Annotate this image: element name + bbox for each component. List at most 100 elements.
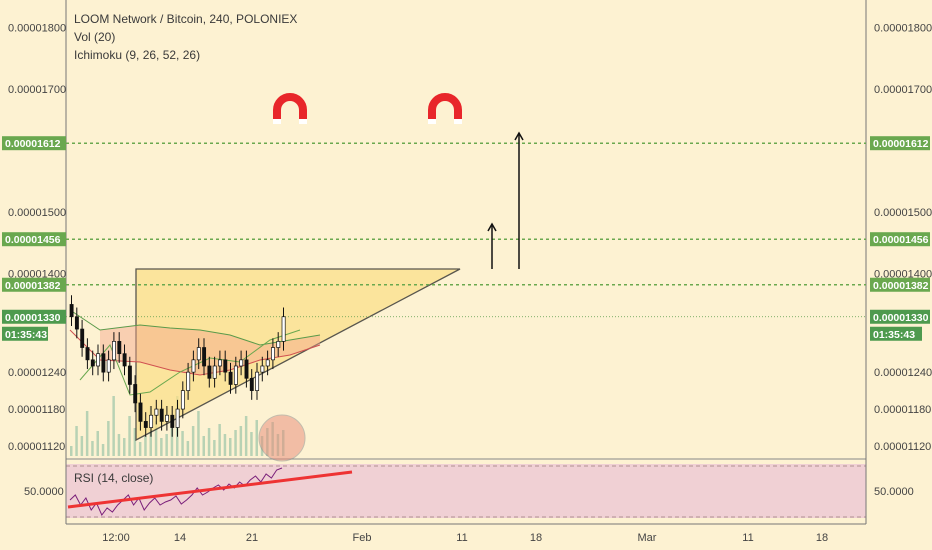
x-tick-label: 14 bbox=[174, 532, 186, 544]
level-badge-right-bg bbox=[870, 277, 930, 292]
volume-bar bbox=[244, 416, 248, 456]
magnet-tip bbox=[299, 119, 307, 124]
x-tick-label: Feb bbox=[353, 532, 372, 544]
y-tick-label-left: 0.00001800 bbox=[8, 23, 66, 35]
candle-body bbox=[165, 414, 169, 422]
level-badge-left: 0.00001612 bbox=[5, 138, 61, 150]
candle-body bbox=[265, 359, 270, 367]
volume-bar bbox=[186, 441, 190, 456]
x-tick-label: 21 bbox=[246, 532, 258, 544]
x-tick-label: 18 bbox=[816, 532, 828, 544]
candle-body bbox=[106, 359, 111, 373]
candle-body bbox=[85, 347, 90, 361]
level-badge-left-bg bbox=[2, 136, 66, 151]
volume-bar bbox=[80, 436, 84, 456]
candle-body bbox=[180, 390, 185, 410]
volume-bar bbox=[75, 426, 78, 456]
y-tick-label-right: 0.00001400 bbox=[874, 269, 932, 281]
y-tick-label-right: 0.00001240 bbox=[874, 367, 932, 379]
chart-legend: LOOM Network / Bitcoin, 240, POLONIEX Vo… bbox=[74, 10, 297, 64]
candle-body bbox=[228, 371, 233, 385]
volume-bar bbox=[101, 444, 105, 456]
y-tick-label-left: 0.00001180 bbox=[8, 404, 65, 416]
candle-body bbox=[127, 365, 132, 385]
volume-bar bbox=[85, 411, 89, 456]
magnet-icon bbox=[428, 93, 462, 124]
candle-body bbox=[191, 359, 196, 373]
magnet-tip bbox=[428, 119, 436, 124]
volume-bar bbox=[123, 438, 126, 456]
candle-body bbox=[249, 377, 254, 391]
target-arrow-1-head bbox=[487, 222, 497, 232]
candle-body bbox=[149, 414, 154, 428]
volume-bar bbox=[160, 438, 163, 456]
volume-bar bbox=[133, 428, 137, 456]
y-tick-label-left: 0.00001120 bbox=[8, 441, 65, 453]
volume-bar bbox=[255, 420, 258, 456]
volume-bar bbox=[144, 436, 147, 456]
y-tick-label-right: 0.00001120 bbox=[874, 441, 931, 453]
symbol-title: LOOM Network / Bitcoin, 240, POLONIEX bbox=[74, 12, 298, 26]
last-price-badge-right: 0.00001330 bbox=[873, 312, 929, 324]
candle-body bbox=[80, 328, 85, 348]
ichimoku-lagging bbox=[79, 329, 301, 396]
magnet-tip bbox=[273, 119, 281, 124]
rsi-axis-label-right: 50.0000 bbox=[874, 486, 914, 498]
volume-bar bbox=[207, 428, 211, 456]
volume-bar bbox=[128, 416, 131, 456]
x-tick-label: 11 bbox=[742, 532, 753, 544]
triangle-pattern bbox=[135, 268, 461, 442]
candle-body bbox=[96, 353, 101, 367]
ichimoku-span-b bbox=[69, 329, 321, 376]
level-badge-left: 0.00001382 bbox=[5, 280, 61, 292]
ichimoku-indicator-label[interactable]: Ichimoku (9, 26, 52, 26) bbox=[74, 48, 201, 62]
volume-bar bbox=[112, 396, 115, 456]
volume-indicator-label[interactable]: Vol (20) bbox=[74, 30, 116, 44]
level-badge-left: 0.00001456 bbox=[5, 234, 61, 246]
volume-bar bbox=[138, 442, 142, 456]
candle-body bbox=[233, 365, 238, 385]
level-badge-right: 0.00001612 bbox=[873, 138, 929, 150]
volume-bar bbox=[96, 431, 99, 456]
y-tick-label-left: 0.00001700 bbox=[8, 84, 66, 96]
candle-body bbox=[281, 316, 286, 342]
candle-body bbox=[202, 347, 207, 367]
x-tick-label: 12:00 bbox=[102, 532, 130, 544]
last-price-badge-left-bg bbox=[2, 309, 66, 324]
target-arrow-2-head bbox=[514, 131, 524, 141]
candle-body bbox=[74, 316, 79, 330]
countdown-badge-right: 01:35:43 bbox=[873, 329, 915, 341]
x-tick-label: 11 bbox=[456, 532, 467, 544]
magnet-body bbox=[428, 93, 462, 122]
countdown-badge-right-bg bbox=[870, 326, 922, 341]
rsi-trendline bbox=[67, 470, 353, 509]
volume-bar bbox=[191, 426, 195, 456]
candle-body bbox=[122, 353, 127, 367]
candle-body bbox=[101, 353, 106, 373]
candle-body bbox=[223, 359, 228, 373]
volume-bar bbox=[223, 434, 227, 456]
candle-body bbox=[244, 359, 249, 379]
level-badge-right: 0.00001456 bbox=[873, 234, 929, 246]
candle-body bbox=[154, 408, 159, 416]
candle-body bbox=[196, 347, 201, 361]
candle-body bbox=[260, 365, 265, 373]
x-tick-label: Mar bbox=[638, 532, 657, 544]
candle-body bbox=[143, 421, 148, 428]
candle-body bbox=[69, 304, 74, 318]
volume-bar bbox=[239, 426, 243, 456]
last-price-badge-right-bg bbox=[870, 309, 930, 324]
candle-body bbox=[271, 347, 275, 361]
candle-body bbox=[112, 341, 116, 361]
rsi-indicator-label[interactable]: RSI (14, close) bbox=[74, 471, 154, 485]
candle-body bbox=[255, 371, 260, 391]
volume-bar bbox=[91, 441, 94, 456]
volume-bar bbox=[70, 446, 73, 456]
magnet-tip bbox=[454, 119, 462, 124]
volume-bar bbox=[181, 431, 184, 456]
x-tick-label: 18 bbox=[530, 532, 542, 544]
level-badge-right-bg bbox=[870, 232, 930, 247]
candle-body bbox=[90, 359, 95, 367]
y-tick-label-right: 0.00001180 bbox=[874, 404, 931, 416]
